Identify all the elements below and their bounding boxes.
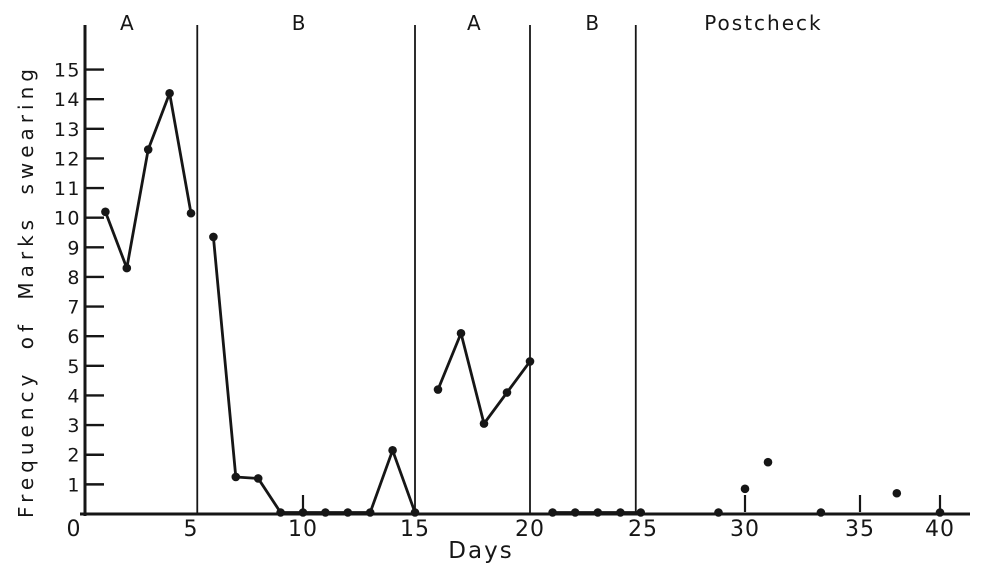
data-point bbox=[410, 508, 420, 517]
y-tick-label: 12 bbox=[54, 148, 81, 170]
x-tick-label: 25 bbox=[628, 517, 658, 542]
phase-label: B bbox=[292, 11, 308, 35]
x-tick-label: 20 bbox=[515, 517, 545, 542]
y-tick-label: 9 bbox=[67, 237, 81, 259]
y-tick-label: 15 bbox=[54, 60, 81, 82]
data-point bbox=[143, 145, 153, 154]
phase-label: Postcheck bbox=[704, 11, 822, 35]
data-point bbox=[479, 419, 489, 428]
y-tick-label: 7 bbox=[67, 297, 81, 319]
data-point bbox=[570, 508, 580, 517]
data-point bbox=[298, 508, 308, 517]
phase-label: A bbox=[467, 11, 483, 35]
data-point bbox=[209, 232, 218, 242]
data-point bbox=[525, 357, 535, 366]
phase-label: B bbox=[585, 11, 601, 35]
data-point bbox=[892, 488, 902, 498]
x-tick-label: 15 bbox=[400, 517, 430, 542]
data-point bbox=[253, 474, 263, 483]
data-point bbox=[616, 508, 625, 517]
data-point bbox=[456, 328, 466, 338]
y-tick-label: 11 bbox=[54, 178, 81, 200]
data-point bbox=[101, 207, 110, 217]
data-line-phase-B1 bbox=[211, 235, 417, 514]
data-point bbox=[276, 508, 285, 517]
data-point bbox=[186, 208, 196, 218]
y-tick-label: 2 bbox=[67, 445, 81, 467]
phase-label: A bbox=[120, 11, 136, 35]
y-tick-label: 13 bbox=[54, 119, 81, 141]
data-point bbox=[122, 263, 132, 273]
y-tick-label: 1 bbox=[67, 474, 81, 496]
x-tick-label: 30 bbox=[730, 517, 760, 542]
data-point bbox=[165, 88, 174, 98]
x-tick-label: 0 bbox=[67, 517, 82, 542]
data-point bbox=[433, 385, 443, 394]
data-point bbox=[714, 508, 723, 517]
data-point bbox=[763, 457, 773, 467]
data-point bbox=[548, 508, 557, 517]
y-tick-label: 4 bbox=[67, 385, 81, 407]
x-tick-label: 35 bbox=[845, 517, 875, 542]
y-axis-title: Frequency of Marks swearing bbox=[14, 64, 38, 518]
data-point bbox=[636, 508, 646, 517]
y-tick-label: 14 bbox=[54, 89, 81, 111]
x-tick-label: 10 bbox=[288, 517, 318, 542]
data-point bbox=[740, 484, 750, 494]
y-tick-label: 8 bbox=[67, 267, 81, 289]
data-point bbox=[935, 508, 945, 517]
y-tick-label: 10 bbox=[54, 208, 81, 230]
x-axis-title: Days bbox=[448, 538, 514, 564]
data-point bbox=[231, 472, 241, 482]
data-point bbox=[321, 508, 330, 517]
data-point bbox=[343, 508, 353, 517]
x-tick-label: 5 bbox=[184, 517, 199, 542]
y-tick-label: 5 bbox=[67, 356, 81, 378]
y-tick-label: 3 bbox=[67, 415, 81, 437]
data-point bbox=[388, 445, 397, 455]
x-tick-label: 40 bbox=[925, 517, 955, 542]
y-tick-label: 6 bbox=[67, 326, 81, 348]
data-point bbox=[593, 508, 603, 517]
data-point bbox=[816, 508, 826, 517]
data-point bbox=[365, 508, 375, 517]
data-point bbox=[502, 388, 512, 397]
